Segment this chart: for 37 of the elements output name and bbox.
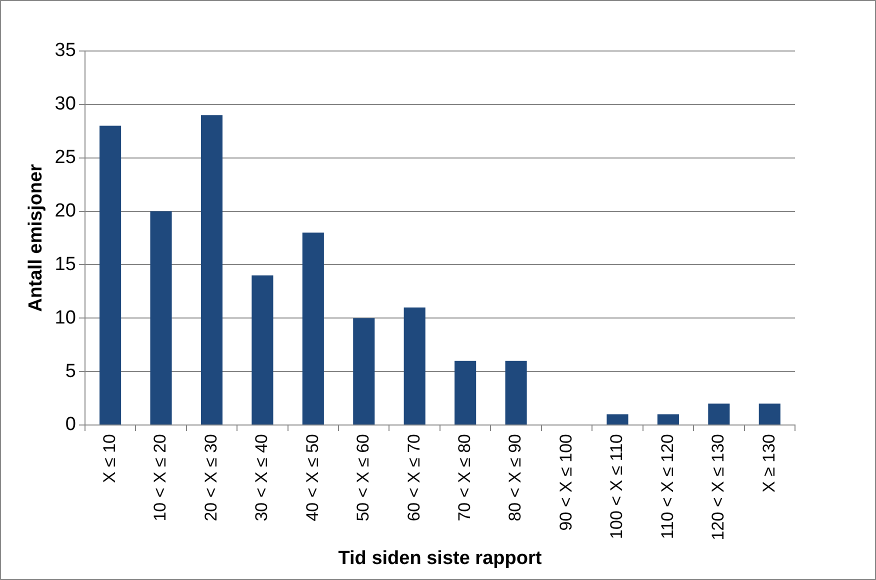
bar [404,307,426,424]
x-tick-label: 30 < X ≤ 40 [252,434,272,522]
bar [150,211,172,424]
x-tick-label: 110 < X ≤ 120 [658,434,677,539]
y-tick-label: 35 [54,40,76,62]
x-tick-label: 60 < X ≤ 70 [404,434,424,522]
bar [200,115,223,424]
x-tick-label: 10 < X ≤ 20 [150,434,170,522]
y-tick-label: 5 [65,360,76,382]
bar [454,360,476,424]
x-tick-label: 50 < X ≤ 60 [354,434,373,522]
y-tick-label: 15 [54,254,76,275]
x-tick-label: X ≤ 10 [100,434,119,484]
bar [100,126,122,424]
y-tick-label: 25 [54,147,76,168]
bar [758,404,780,424]
y-axis-title: Antall emisjoner [26,163,47,312]
x-tick-label: 70 < X ≤ 80 [455,434,474,522]
x-tick-label: 80 < X ≤ 90 [506,434,525,522]
x-tick-label: 100 < X ≤ 110 [607,434,626,539]
bar [657,414,679,424]
bar [353,318,375,424]
bar [252,275,274,424]
bar [708,404,730,424]
bar [606,414,628,424]
bar [302,232,324,424]
x-tick-label: X ≥ 130 [759,434,778,492]
bar [505,360,527,424]
x-tick-label: 20 < X ≤ 30 [201,434,220,522]
x-tick-label: 120 < X ≤ 130 [708,434,728,540]
y-tick-label: 30 [54,94,76,115]
x-axis-title: Tid siden siste rapport [338,548,542,569]
x-tick-label: 90 < X ≤ 100 [556,434,576,531]
y-tick-label: 20 [54,200,76,222]
x-tick-label: 40 < X ≤ 50 [302,434,322,522]
y-tick-label: 10 [54,307,76,328]
y-tick-label: 0 [65,414,76,436]
